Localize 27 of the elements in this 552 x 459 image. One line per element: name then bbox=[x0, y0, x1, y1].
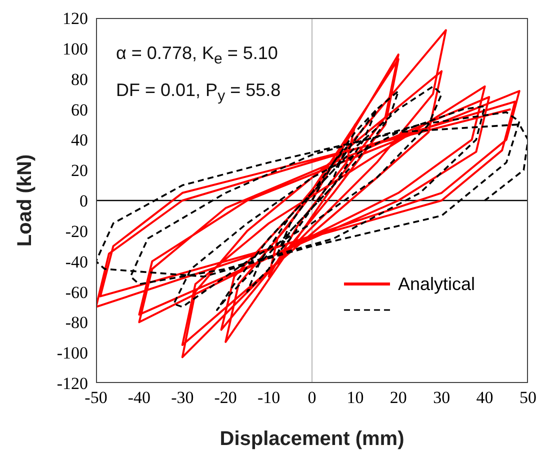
legend-label: Analytical bbox=[398, 274, 476, 294]
y-axis-title: Load (kN) bbox=[14, 154, 36, 247]
y-tick-label: 20 bbox=[71, 161, 88, 180]
y-tick-label: 60 bbox=[71, 100, 88, 120]
x-tick-label: -40 bbox=[128, 388, 151, 408]
y-tick-label: 100 bbox=[62, 39, 88, 58]
x-tick-label: -20 bbox=[214, 388, 237, 408]
x-tick-label: 50 bbox=[520, 388, 536, 408]
y-tick-label: -60 bbox=[65, 282, 88, 302]
y-tick-label: 40 bbox=[71, 130, 88, 150]
annotation: DF = 0.01, P$_{y}$ = 55.8 bbox=[116, 78, 281, 106]
x-tick-label: 40 bbox=[476, 388, 494, 408]
y-tick-label: -40 bbox=[65, 252, 88, 272]
x-axis-title: Displacement (mm) bbox=[220, 428, 404, 450]
x-tick-label: 10 bbox=[346, 388, 364, 408]
y-tick-label: -20 bbox=[65, 222, 88, 241]
y-tick-label: -100 bbox=[56, 344, 88, 363]
y-tick-label: -80 bbox=[65, 313, 88, 332]
x-tick-label: 30 bbox=[433, 388, 450, 408]
x-tick-label: 20 bbox=[390, 388, 407, 408]
x-tick-label: -10 bbox=[257, 388, 280, 408]
y-tick-label: 80 bbox=[71, 70, 88, 89]
x-tick-label: 0 bbox=[308, 388, 316, 408]
y-tick-label: 0 bbox=[80, 192, 88, 211]
annotation: α = 0.778, K$_{e}$ = 5.10 bbox=[116, 42, 279, 70]
x-tick-label: -30 bbox=[171, 388, 194, 408]
y-tick-label: 120 bbox=[62, 9, 88, 28]
